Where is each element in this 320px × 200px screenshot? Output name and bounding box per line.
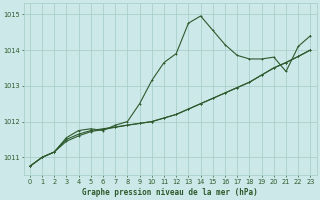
X-axis label: Graphe pression niveau de la mer (hPa): Graphe pression niveau de la mer (hPa) — [82, 188, 258, 197]
